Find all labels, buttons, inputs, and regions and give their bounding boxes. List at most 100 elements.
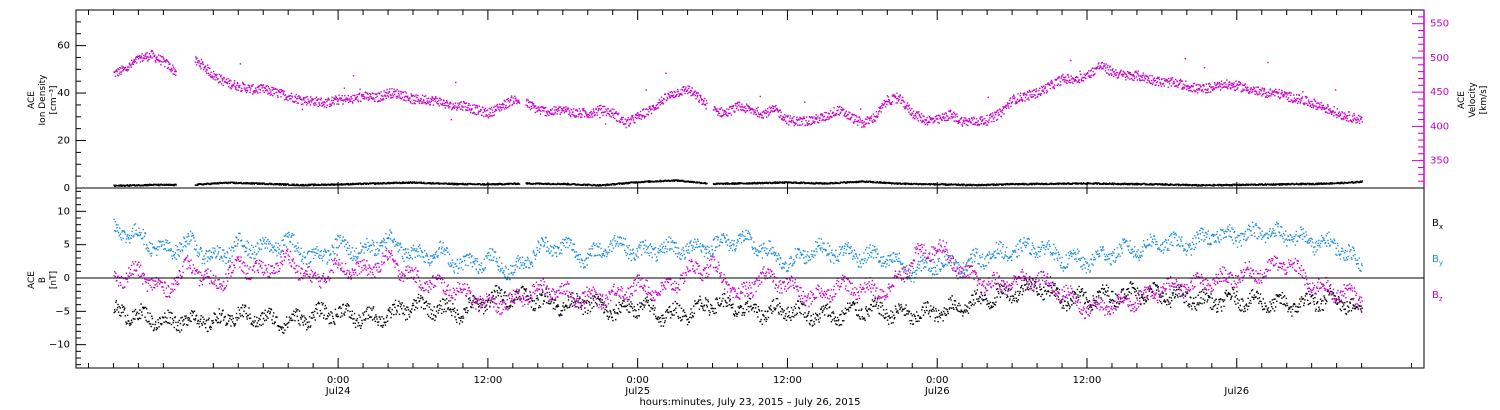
top-series-point bbox=[810, 117, 812, 119]
top-series-point bbox=[1271, 90, 1273, 92]
top-series-point bbox=[337, 183, 339, 185]
top-series-point bbox=[423, 100, 425, 102]
top-series-point bbox=[1301, 96, 1304, 98]
top-series-point bbox=[1139, 79, 1142, 82]
top-series-point bbox=[957, 121, 960, 124]
top-series-point bbox=[133, 59, 135, 61]
top-series-point bbox=[414, 102, 416, 105]
top-series-point bbox=[1166, 80, 1168, 82]
top-series-point bbox=[509, 99, 512, 101]
top-series-point bbox=[823, 115, 826, 118]
top-series-point bbox=[884, 102, 886, 105]
top-series-point bbox=[1255, 86, 1257, 88]
top-series-point bbox=[670, 91, 673, 93]
top-series-point bbox=[614, 117, 616, 120]
top-series-point bbox=[828, 118, 830, 120]
top-series-point bbox=[1199, 84, 1201, 86]
top-series-point bbox=[1129, 78, 1131, 80]
top-series-point bbox=[174, 70, 176, 73]
top-series-point bbox=[1233, 89, 1236, 91]
top-series-point bbox=[1032, 95, 1034, 98]
top-series-point bbox=[345, 97, 347, 99]
top-series-point bbox=[1015, 102, 1018, 105]
top-series-point bbox=[1019, 92, 1022, 94]
top-series-point bbox=[1238, 84, 1240, 86]
top-series-point bbox=[411, 95, 413, 98]
top-series-point bbox=[775, 181, 777, 183]
top-series-point bbox=[213, 73, 215, 75]
top-series-point bbox=[1226, 87, 1228, 89]
top-series-point bbox=[1147, 79, 1149, 81]
top-series-point bbox=[1318, 106, 1321, 108]
top-series-point bbox=[998, 113, 1000, 116]
top-series-point bbox=[643, 115, 645, 117]
top-series-point bbox=[347, 99, 349, 101]
top-series-point bbox=[1106, 66, 1109, 69]
top-series-point bbox=[421, 94, 424, 96]
top-series-point bbox=[737, 101, 739, 103]
top-series-point bbox=[360, 95, 363, 97]
top-series-point bbox=[545, 115, 548, 117]
top-series-point bbox=[265, 89, 268, 91]
top-series-point bbox=[461, 183, 464, 186]
top-series-point bbox=[557, 107, 560, 110]
top-series-point bbox=[1282, 95, 1284, 97]
top-series-point bbox=[1067, 80, 1069, 82]
top-series-point bbox=[439, 97, 441, 99]
top-series-point bbox=[566, 183, 568, 186]
top-series-point bbox=[716, 110, 719, 112]
top-series-point bbox=[428, 100, 430, 103]
top-series-point bbox=[699, 94, 701, 97]
top-series-point bbox=[1269, 89, 1271, 91]
top-series-point bbox=[1011, 101, 1014, 103]
top-series-point bbox=[735, 102, 737, 105]
top-series-point bbox=[322, 184, 325, 186]
top-series-point bbox=[317, 98, 320, 100]
top-series-point bbox=[257, 92, 259, 94]
top-series-point bbox=[1332, 112, 1334, 114]
top-series-point bbox=[1235, 80, 1237, 82]
top-series-point bbox=[784, 181, 786, 183]
top-series-point bbox=[852, 114, 854, 116]
top-series-point bbox=[990, 115, 993, 118]
top-series-point bbox=[832, 112, 834, 114]
top-series-point bbox=[485, 114, 488, 116]
top-series-point bbox=[121, 65, 123, 67]
top-series-point bbox=[866, 180, 868, 182]
top-series-point bbox=[611, 112, 613, 114]
top-series-point bbox=[1254, 93, 1256, 95]
top-series-point bbox=[896, 102, 899, 104]
top-series-point bbox=[265, 89, 267, 92]
top-series-point bbox=[761, 181, 764, 184]
top-series-point bbox=[1339, 114, 1342, 116]
top-series-point bbox=[1220, 83, 1222, 85]
top-series-point bbox=[165, 183, 168, 186]
top-series-point bbox=[355, 96, 357, 99]
top-series-point bbox=[1117, 76, 1120, 78]
top-series-point bbox=[499, 183, 502, 185]
top-series-point bbox=[465, 109, 467, 112]
top-series-point bbox=[966, 119, 968, 121]
top-series-point bbox=[386, 183, 388, 185]
top-series-point bbox=[261, 84, 263, 86]
top-series-point bbox=[734, 111, 736, 113]
top-series-point bbox=[669, 96, 672, 98]
top-series-point bbox=[1188, 86, 1190, 88]
top-series-point bbox=[496, 105, 498, 107]
top-series-point bbox=[648, 111, 650, 113]
top-series-point bbox=[410, 102, 412, 104]
top-series-point bbox=[1258, 91, 1260, 93]
top-series-point bbox=[1206, 92, 1208, 94]
top-series-point bbox=[1062, 73, 1064, 76]
top-series-point bbox=[312, 184, 315, 187]
top-series-point bbox=[665, 72, 667, 74]
top-series-point bbox=[742, 106, 744, 109]
top-series-point bbox=[784, 113, 786, 116]
top-series-point bbox=[866, 118, 868, 121]
top-series-point bbox=[1102, 65, 1105, 67]
top-series-point bbox=[996, 118, 999, 121]
top-series-point bbox=[1065, 79, 1068, 82]
top-series-point bbox=[860, 126, 863, 128]
top-series-point bbox=[734, 103, 737, 105]
top-series-point bbox=[330, 103, 332, 105]
